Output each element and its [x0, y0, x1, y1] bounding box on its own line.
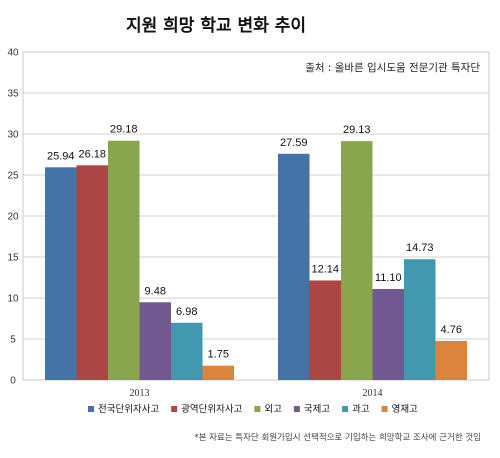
y-tick-label: 0	[10, 376, 16, 387]
bar-2014-4	[372, 288, 404, 380]
data-label: 9.48	[145, 285, 166, 297]
data-label: 26.18	[78, 148, 106, 160]
legend-label: 전국단위자사고	[98, 403, 159, 415]
y-tick-label: 40	[7, 48, 19, 59]
bar-2014-6	[435, 340, 467, 380]
legend-swatch	[293, 406, 300, 412]
y-axis: 0 5 10 15 20 25 30 35 40	[7, 48, 19, 387]
bar-2014-2	[309, 280, 341, 380]
footnote: *본 자료는 특자단 회원가입시 선택적으로 기입하는 희망학교 조사에 근거한…	[194, 432, 481, 443]
legend-label: 광역단위자사고	[181, 403, 242, 415]
legend-label: 영재고	[392, 404, 418, 415]
bar-2013-2	[76, 165, 108, 380]
legend-swatch	[254, 406, 261, 412]
legend-swatch	[171, 406, 178, 412]
y-tick-label: 10	[7, 294, 19, 305]
bar-2014-3	[341, 141, 373, 380]
legend: 전국단위자사고 광역단위자사고 외고 국제고 과고 영재고	[88, 403, 418, 415]
data-label: 11.10	[375, 272, 402, 284]
data-label: 6.98	[176, 306, 197, 318]
bar-2014-1	[278, 153, 310, 380]
chart-title: 지원 희망 학교 변화 추이	[126, 16, 306, 36]
bar-2013-1	[45, 167, 77, 380]
data-label: 4.76	[441, 324, 462, 336]
legend-label: 외고	[264, 403, 282, 415]
legend-label: 국제고	[304, 404, 330, 415]
bar-2013-4	[139, 302, 171, 380]
x-axis: 2013 2014	[130, 388, 383, 399]
x-category-label: 2013	[130, 388, 150, 399]
legend-swatch	[88, 406, 94, 412]
legend-swatch	[381, 406, 388, 412]
bar-2013-5	[171, 322, 203, 380]
y-tick-label: 30	[7, 130, 19, 141]
data-label: 25.94	[47, 150, 75, 162]
data-label: 29.13	[343, 124, 371, 136]
data-label: 12.14	[311, 263, 339, 275]
y-tick-label: 25	[7, 171, 19, 182]
bars-group	[45, 140, 467, 380]
legend-label: 과고	[352, 404, 370, 415]
data-label: 14.73	[406, 242, 434, 254]
data-labels-group: 25.94 26.18 29.18 9.48 6.98 1.75 27.59 12.14 29.…	[47, 124, 462, 361]
bar-2013-3	[108, 140, 140, 380]
legend-swatch	[342, 406, 349, 412]
bar-2013-6	[202, 365, 234, 380]
source-note: 출처 : 올바른 입시도움 전문기관 특자단	[305, 61, 480, 74]
data-label: 29.18	[110, 124, 138, 136]
bar-2014-5	[404, 259, 436, 380]
y-tick-label: 5	[10, 335, 16, 346]
y-tick-label: 35	[7, 89, 19, 100]
data-label: 27.59	[280, 137, 308, 149]
data-label: 1.75	[208, 349, 229, 361]
y-tick-label: 20	[7, 212, 19, 223]
x-category-label: 2014	[363, 388, 383, 399]
y-tick-label: 15	[7, 253, 19, 264]
